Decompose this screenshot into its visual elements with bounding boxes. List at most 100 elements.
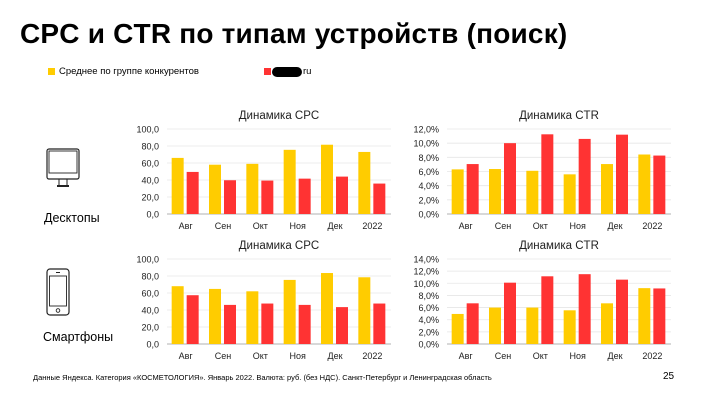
x-tick-label: Ноя — [569, 351, 586, 361]
chart-title: Динамика CTR — [519, 110, 599, 122]
chart-svg: Динамика CTR 0,0% 2,0% 4,0% 6,0% 8,0% 10,0% 12,… — [413, 110, 671, 231]
legend-item-own: ru — [264, 66, 311, 77]
x-tick-label: Окт — [533, 221, 548, 231]
bar-competitors — [246, 291, 259, 344]
redaction-mark — [272, 66, 302, 77]
legend-label-competitors: Среднее по группе конкурентов — [59, 66, 199, 77]
smartphone-icon — [46, 268, 70, 319]
x-tick-label: Окт — [533, 351, 548, 361]
x-tick-label: Дек — [607, 351, 622, 361]
bar-competitors — [171, 157, 184, 214]
x-tick-label: Авг — [179, 351, 194, 361]
y-tick-label: 0,0% — [418, 210, 439, 220]
x-tick-label: Окт — [253, 351, 268, 361]
bar-competitors — [451, 169, 464, 214]
y-tick-label: 0,0 — [146, 210, 159, 220]
bar-competitors — [321, 144, 333, 214]
chart-svg: Динамика CPC 0,0 20,0 40,0 60,0 80,0 100,0 Авг С… — [136, 110, 391, 231]
bar-own — [186, 295, 199, 344]
bar-own — [373, 183, 386, 214]
x-tick-label: Сен — [215, 351, 232, 361]
footer-note: Данные Яндекса. Категория «КОСМЕТОЛОГИЯ»… — [33, 373, 492, 382]
bar-own — [541, 134, 554, 214]
y-tick-label: 40,0 — [141, 306, 159, 316]
bar-own — [336, 176, 348, 214]
bar-own — [336, 307, 348, 344]
bar-competitors — [526, 170, 539, 214]
bar-own — [224, 180, 236, 214]
y-tick-label: 60,0 — [141, 289, 159, 299]
bar-competitors — [526, 307, 539, 344]
bar-own — [616, 279, 628, 344]
x-tick-label: Окт — [253, 221, 268, 231]
y-tick-label: 10,0% — [413, 279, 439, 289]
bar-own — [298, 178, 311, 214]
y-tick-label: 40,0 — [141, 176, 159, 186]
chart-title: Динамика CTR — [519, 240, 599, 252]
bar-competitors — [283, 149, 296, 214]
y-tick-label: 20,0 — [141, 193, 159, 203]
y-tick-label: 14,0% — [413, 255, 439, 265]
x-tick-label: Дек — [327, 221, 342, 231]
x-tick-label: Сен — [495, 351, 512, 361]
chart-mobile-cpc: Динамика CPC 0,0 20,0 40,0 60,0 80,0 100,0 Авг С… — [130, 235, 400, 365]
y-tick-label: 6,0% — [418, 167, 439, 177]
legend-item-competitors: Среднее по группе конкурентов — [48, 66, 199, 77]
y-tick-label: 10,0% — [413, 139, 439, 149]
x-tick-label: Дек — [327, 351, 342, 361]
x-tick-label: Сен — [215, 221, 232, 231]
bar-competitors — [283, 279, 296, 344]
bar-own — [186, 171, 199, 214]
x-tick-label: 2022 — [362, 221, 382, 231]
x-tick-label: 2022 — [362, 351, 382, 361]
page-number: 25 — [663, 371, 675, 382]
y-tick-label: 0,0 — [146, 340, 159, 350]
x-tick-label: Авг — [459, 351, 474, 361]
y-tick-label: 60,0 — [141, 159, 159, 169]
x-tick-label: Ноя — [289, 221, 306, 231]
bar-own — [578, 274, 591, 344]
chart-title: Динамика CPC — [239, 110, 319, 122]
x-tick-label: Сен — [495, 221, 512, 231]
chart-mobile-ctr: Динамика CTR 0,0% 2,0% 4,0% 6,0% 8,0% 10,0% 12,… — [410, 235, 680, 365]
bar-competitors — [638, 154, 651, 214]
y-tick-label: 2,0% — [418, 327, 439, 337]
bar-own — [653, 155, 666, 214]
y-tick-label: 20,0 — [141, 323, 159, 333]
bar-own — [653, 288, 666, 344]
legend-label-own: ru — [303, 66, 312, 77]
bar-competitors — [358, 151, 371, 214]
y-tick-label: 4,0% — [418, 181, 439, 191]
bar-own — [504, 143, 516, 214]
x-tick-label: 2022 — [642, 221, 662, 231]
bar-competitors — [601, 164, 613, 214]
bar-competitors — [638, 288, 651, 344]
bar-competitors — [358, 277, 371, 344]
device-label-desktop: Десктопы — [44, 211, 100, 225]
bar-own — [261, 303, 274, 344]
y-tick-label: 100,0 — [136, 125, 159, 135]
chart-title: Динамика CPC — [239, 240, 319, 252]
bar-competitors — [563, 310, 576, 344]
bar-own — [224, 304, 236, 344]
y-tick-label: 80,0 — [141, 142, 159, 152]
legend-swatch-competitors — [48, 68, 55, 75]
bar-competitors — [601, 303, 613, 344]
bar-competitors — [209, 288, 221, 344]
x-tick-label: Ноя — [289, 351, 306, 361]
bar-competitors — [489, 307, 501, 344]
bar-own — [261, 180, 274, 214]
device-label-mobile: Смартфоны — [43, 330, 114, 344]
bar-competitors — [563, 174, 576, 214]
bar-competitors — [489, 169, 501, 214]
x-tick-label: Дек — [607, 221, 622, 231]
bar-own — [466, 164, 479, 214]
y-tick-label: 4,0% — [418, 315, 439, 325]
x-tick-label: 2022 — [642, 351, 662, 361]
y-tick-label: 6,0% — [418, 303, 439, 313]
chart-desktop-cpc: Динамика CPC 0,0 20,0 40,0 60,0 80,0 100,0 Авг С… — [130, 105, 400, 235]
bar-competitors — [321, 273, 333, 344]
bar-own — [541, 276, 554, 344]
chart-desktop-ctr: Динамика CTR 0,0% 2,0% 4,0% 6,0% 8,0% 10,0% 12,… — [410, 105, 680, 235]
bar-own — [616, 134, 628, 214]
